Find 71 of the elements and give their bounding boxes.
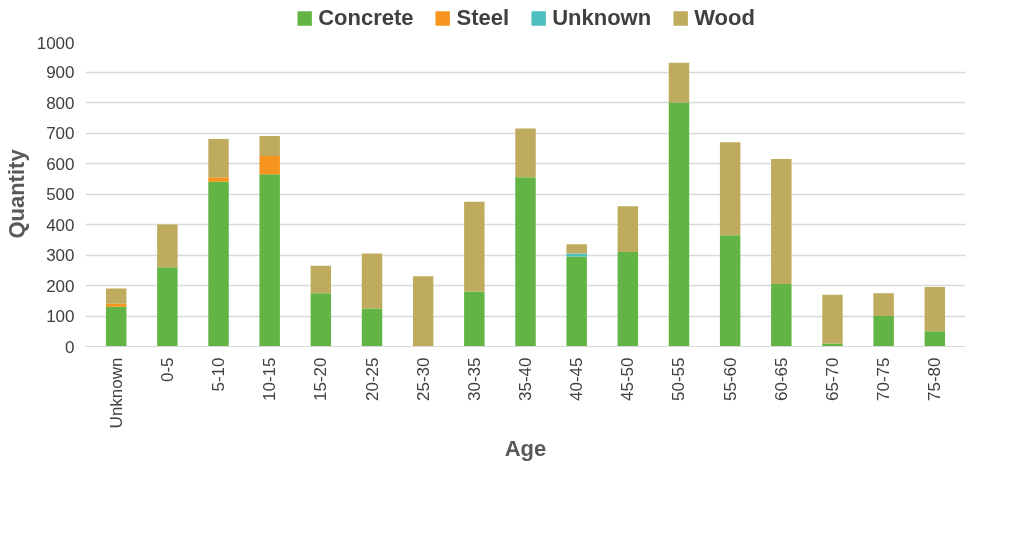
y-tick-label: 300: [46, 246, 75, 265]
bar: [566, 253, 587, 257]
legend-label: Unknown: [552, 5, 652, 31]
bar: [515, 128, 536, 178]
bar: [873, 293, 894, 316]
bar: [719, 142, 741, 236]
x-axis-title: Age: [504, 436, 547, 462]
bar: [719, 235, 741, 347]
bar: [924, 331, 946, 347]
bar: [668, 62, 690, 103]
bar: [157, 224, 178, 268]
bar: [157, 267, 178, 347]
x-tick-label: 10-15: [260, 357, 280, 401]
bar: [412, 276, 434, 347]
x-tick-label: 55-60: [720, 357, 740, 401]
bar: [208, 177, 229, 182]
bar: [464, 201, 485, 292]
bar: [361, 308, 383, 347]
bar: [822, 343, 843, 347]
x-tick-label: 60-65: [771, 357, 791, 401]
y-tick-label: 900: [46, 63, 75, 82]
x-tick-label: 20-25: [362, 357, 382, 401]
y-tick-label: 0: [65, 337, 75, 357]
bar: [924, 287, 946, 332]
x-tick-label: 15-20: [311, 357, 331, 401]
y-tick-label: 700: [46, 124, 75, 143]
bar: [771, 158, 792, 284]
bar: [771, 283, 792, 347]
bar: [259, 155, 280, 175]
bar: [208, 139, 229, 178]
bar: [310, 293, 332, 347]
bar: [822, 294, 843, 344]
bar: [361, 253, 383, 309]
bar: [105, 303, 127, 307]
bar: [464, 291, 485, 347]
x-tick-label: 30-35: [464, 357, 484, 401]
y-tick-label: 400: [46, 215, 75, 235]
bar: [259, 174, 280, 347]
bar: [515, 177, 536, 347]
bar: [105, 288, 127, 304]
bar: [617, 206, 639, 252]
x-tick-label: 5-10: [209, 357, 229, 392]
x-tick-label: 70-75: [874, 357, 894, 401]
y-tick-label: 200: [46, 276, 75, 296]
bar: [873, 316, 894, 347]
x-tick-label: 65-70: [822, 357, 842, 401]
y-tick-label: 600: [46, 154, 75, 174]
bar: [259, 136, 280, 156]
x-tick-label: 35-40: [516, 357, 535, 401]
x-tick-label: 45-50: [618, 357, 638, 401]
x-tick-label: 75-80: [925, 357, 945, 401]
x-tick-label: 50-55: [669, 357, 689, 401]
legend-label: Wood: [694, 5, 755, 31]
x-tick-label: 25-30: [413, 357, 433, 401]
bar: [668, 102, 690, 347]
y-tick-label: 800: [46, 93, 75, 113]
bar: [310, 265, 332, 294]
y-tick-label: 100: [46, 307, 75, 326]
x-tick-label: 40-45: [567, 357, 587, 401]
y-axis-title: Quantity: [3, 148, 29, 239]
bar: [617, 251, 639, 347]
bar: [105, 306, 127, 347]
y-tick-label: 1000: [36, 33, 75, 53]
y-tick-label: 500: [46, 185, 75, 204]
bar: [566, 244, 587, 254]
x-tick-label: 0-5: [157, 357, 177, 383]
bar: [208, 181, 229, 347]
legend-label: Steel: [456, 5, 510, 31]
x-tick-label: Unknown: [106, 357, 126, 429]
legend-label: Concrete: [318, 5, 414, 31]
bar: [566, 256, 587, 347]
